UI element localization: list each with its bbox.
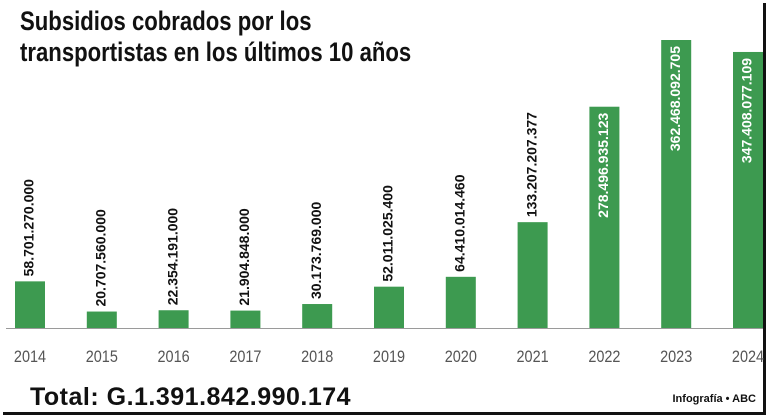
x-tick-label: 2023 <box>660 348 692 366</box>
chart-frame <box>3 3 766 415</box>
value-label-2015: 20.707.560.000 <box>93 209 109 307</box>
title-line-2: transportistas en los últimos 10 años <box>20 37 412 67</box>
x-tick-label: 2014 <box>14 348 46 366</box>
chart-title: Subsidios cobrados por los transportista… <box>20 6 411 68</box>
bar-2021 <box>517 222 548 328</box>
bar-2024 <box>733 51 763 329</box>
bar-2016 <box>158 310 189 328</box>
x-tick-label: 2021 <box>517 348 549 366</box>
title-line-1: Subsidios cobrados por los <box>20 6 312 36</box>
infographic-credit: Infografía • ABC <box>672 393 757 405</box>
bar-2014 <box>15 281 45 328</box>
x-tick-label: 2017 <box>229 348 261 366</box>
value-label-2023: 362.468.092.705 <box>667 46 683 151</box>
value-label-2022: 278.496.935.123 <box>595 113 611 218</box>
bar-2019 <box>374 286 404 328</box>
x-tick-label: 2022 <box>588 348 620 366</box>
bar-2015 <box>86 311 117 328</box>
value-label-2016: 22.354.191.000 <box>164 208 180 306</box>
x-tick-label: 2015 <box>86 348 118 366</box>
bar-2018 <box>302 304 333 328</box>
value-label-2017: 21.904.848.000 <box>236 208 252 306</box>
x-tick-label: 2024 <box>732 348 764 366</box>
value-label-2024: 347.408.077.109 <box>739 58 755 163</box>
total-amount: Total: G.1.391.842.990.174 <box>30 383 352 411</box>
bar-2020 <box>445 276 476 328</box>
x-tick-label: 2020 <box>445 348 477 366</box>
x-tick-label: 2018 <box>301 348 333 366</box>
x-tick-label: 2019 <box>373 348 405 366</box>
value-label-2014: 58.701.270.000 <box>21 179 37 277</box>
value-label-2018: 30.173.769.000 <box>308 201 324 299</box>
value-label-2019: 52.011.025.400 <box>380 185 396 282</box>
bar-2017 <box>230 310 261 328</box>
bar-2023 <box>661 40 692 328</box>
value-label-2020: 64.410.014.460 <box>452 174 468 272</box>
x-tick-label: 2016 <box>158 348 190 366</box>
value-label-2021: 133.207.207.377 <box>523 112 539 217</box>
bar-2022 <box>589 106 620 328</box>
